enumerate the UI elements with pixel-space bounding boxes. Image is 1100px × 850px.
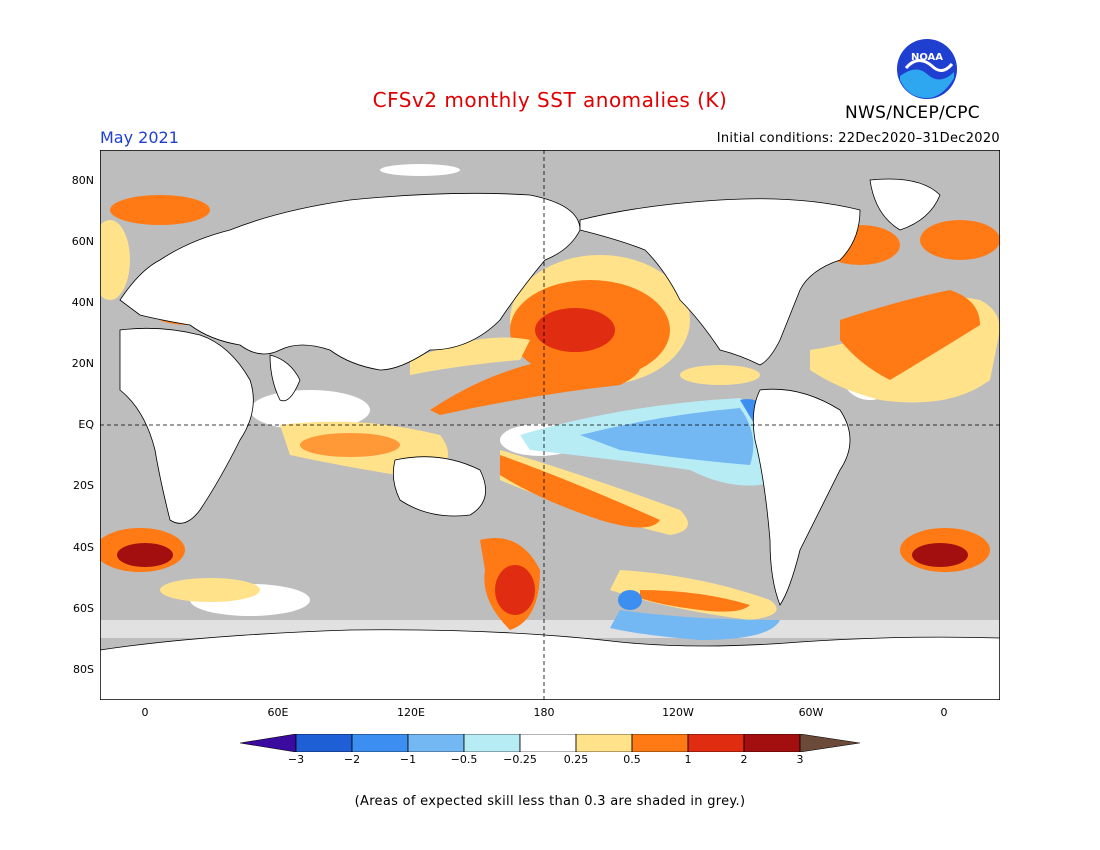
colorbar-tick: −0.25	[503, 753, 537, 766]
colorbar-tick: 0.25	[563, 753, 589, 766]
continents	[100, 178, 1000, 700]
colorbar	[240, 734, 860, 752]
lon-label-60e: 60E	[267, 706, 289, 719]
colorbar-segment-10	[799, 734, 860, 752]
svg-text:NOAA: NOAA	[911, 52, 943, 63]
lat-label-60s: 60S	[73, 602, 94, 615]
colorbar-segment-0	[240, 734, 297, 752]
colorbar-tick: −1	[399, 753, 417, 766]
colorbar-tick: 1	[684, 753, 692, 766]
lon-label-60w: 60W	[798, 706, 824, 719]
colorbar-segment-5	[519, 734, 577, 752]
colorbar-tick: −2	[343, 753, 361, 766]
colorbar-tick: −3	[287, 753, 305, 766]
colorbar-segment-3	[407, 734, 465, 752]
lon-label-120w: 120W	[662, 706, 694, 719]
anomaly-fields	[100, 164, 1000, 640]
colorbar-segment-4	[463, 734, 521, 752]
skill-note: (Areas of expected skill less than 0.3 a…	[354, 794, 746, 809]
lat-label-40s: 40S	[73, 541, 94, 554]
chart-title: CFSv2 monthly SST anomalies (K)	[372, 88, 728, 112]
lat-label-20n: 20N	[71, 357, 94, 370]
colorbar-segment-6	[575, 734, 633, 752]
lat-label-60n: 60N	[71, 235, 94, 248]
colorbar-tick: 2	[740, 753, 748, 766]
colorbar-segment-2	[351, 734, 409, 752]
lon-label-0-right: 0	[940, 706, 948, 719]
colorbar-segment-9	[743, 734, 801, 752]
initial-conditions-label: Initial conditions: 22Dec2020–31Dec2020	[716, 131, 1000, 146]
noaa-logo-icon: NOAA	[897, 39, 957, 99]
lon-label-120e: 120E	[397, 706, 425, 719]
lat-label-40n: 40N	[71, 296, 94, 309]
colorbar-tick: 0.5	[623, 753, 641, 766]
lon-label-180: 180	[533, 706, 555, 719]
colorbar-tick: 3	[796, 753, 804, 766]
sst-anomaly-map	[100, 150, 1000, 700]
lat-label-eq: EQ	[78, 418, 94, 431]
colorbar-segment-7	[631, 734, 689, 752]
lon-label-0-left: 0	[141, 706, 149, 719]
graticule	[100, 150, 1000, 700]
colorbar-segment-1	[295, 734, 353, 752]
lat-label-80s: 80S	[73, 663, 94, 676]
lat-label-80n: 80N	[71, 174, 94, 187]
agency-label: NWS/NCEP/CPC	[845, 103, 980, 123]
valid-month-label: May 2021	[100, 128, 179, 147]
colorbar-segment-8	[687, 734, 745, 752]
colorbar-tick: −0.5	[450, 753, 478, 766]
lat-label-20s: 20S	[73, 479, 94, 492]
